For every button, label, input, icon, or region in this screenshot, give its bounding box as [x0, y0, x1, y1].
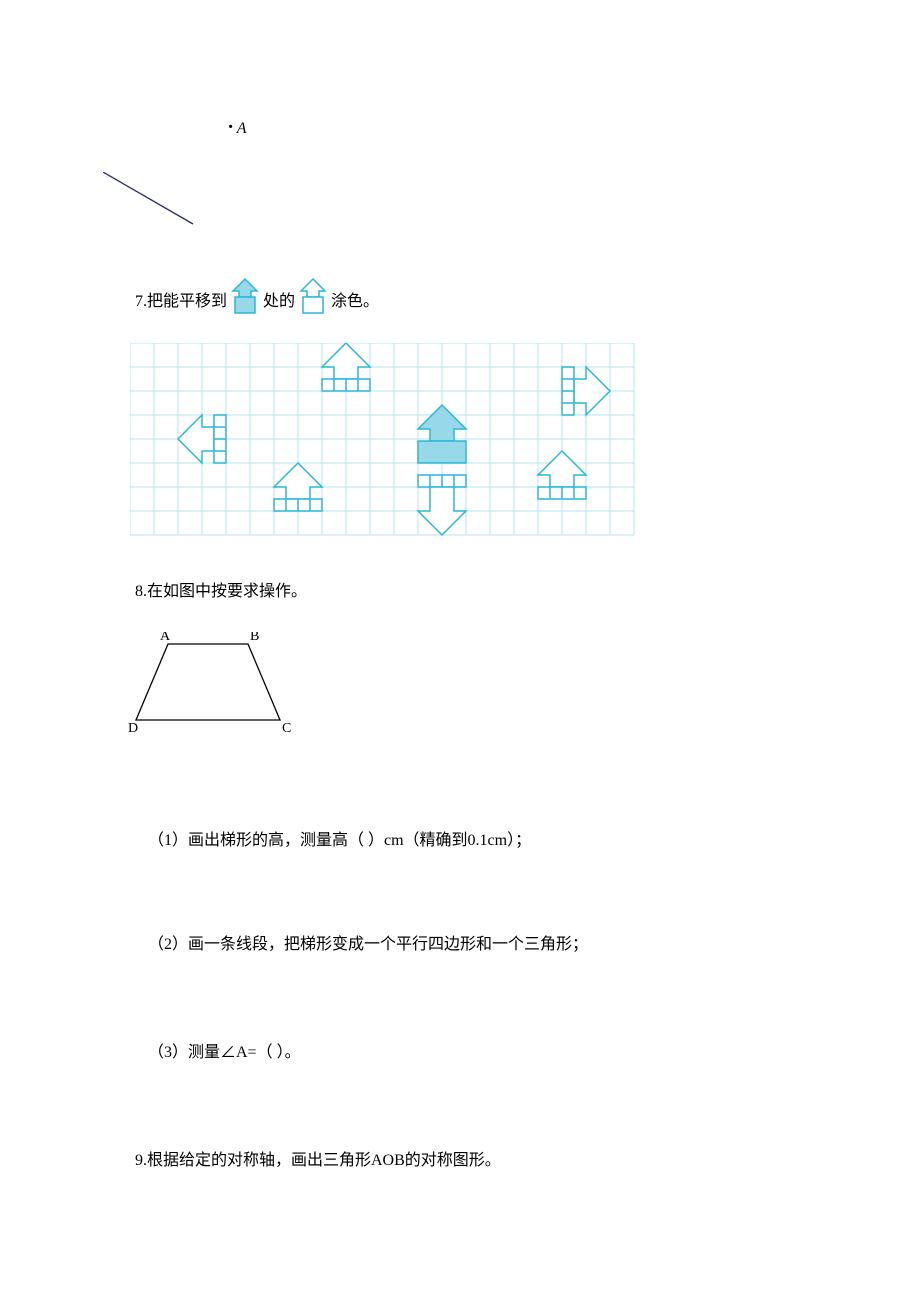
label-D: D — [128, 721, 138, 736]
q7-prefix: 7.把能平移到 — [135, 287, 227, 311]
house-icon-outline — [297, 277, 329, 322]
q7-suffix: 涂色。 — [331, 287, 379, 311]
question-9: 9.根据给定的对称轴，画出三角形AOB的对称图形。 — [135, 1146, 501, 1170]
q8-title: 8.在如图中按要求操作。 — [135, 583, 307, 600]
label-C: C — [282, 721, 291, 736]
question-8: 8.在如图中按要求操作。 — [135, 577, 307, 601]
q9-title: 9.根据给定的对称轴，画出三角形AOB的对称图形。 — [135, 1152, 501, 1169]
question-7: 7.把能平移到 处的 涂色。 — [135, 278, 379, 320]
trapezoid-figure: A B C D — [128, 632, 298, 747]
house-icon-filled — [229, 277, 261, 322]
q8-sub2: （2）画一条线段，把梯形变成一个平行四边形和一个三角形； — [148, 930, 588, 954]
line-segment — [103, 172, 203, 232]
label-A: A — [160, 632, 171, 644]
line — [103, 172, 193, 224]
grid-figure — [130, 343, 638, 544]
q8-sub1: （1）画出梯形的高，测量高（ ）cm（精确到0.1cm）； — [148, 826, 531, 850]
q7-middle: 处的 — [263, 287, 295, 311]
dot-icon: · — [228, 116, 233, 138]
point-a-region: · A — [228, 116, 247, 139]
q8-sub3: （3）测量∠A=（ ）。 — [148, 1038, 301, 1062]
point-a-label: A — [237, 120, 247, 137]
label-B: B — [250, 632, 259, 644]
